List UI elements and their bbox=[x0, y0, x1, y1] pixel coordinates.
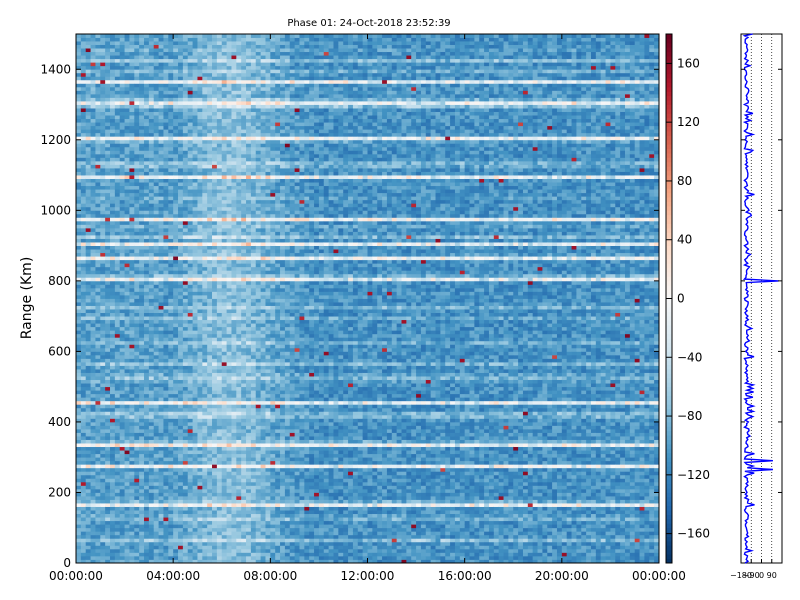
colorbar-tick-label: 120 bbox=[677, 115, 700, 129]
colorbar-tick-label: 0 bbox=[677, 292, 685, 306]
colorbar-tick-label: 160 bbox=[677, 56, 700, 70]
x-tick-label: 04:00:00 bbox=[146, 569, 200, 583]
colorbar-tick-label: 80 bbox=[677, 174, 692, 188]
colorbar-tick-label: −80 bbox=[677, 409, 702, 423]
y-tick-label: 0 bbox=[63, 556, 71, 570]
colorbar-tick-label: −160 bbox=[677, 527, 710, 541]
x-tick-label: 08:00:00 bbox=[243, 569, 297, 583]
y-tick-label: 600 bbox=[48, 344, 71, 358]
colorbar-tick-label: 40 bbox=[677, 233, 692, 247]
heatmap-cells bbox=[76, 34, 659, 563]
y-tick-label: 1200 bbox=[40, 133, 71, 147]
colorbar-ticks: 160 120 80 40 0 −40 −80 −120 −160 bbox=[666, 56, 710, 540]
heatmap-panel: 00:00:00 04:00:00 08:00:00 12:00:00 16:00:00… bbox=[19, 34, 686, 583]
x-tick-label: 20:00:00 bbox=[535, 569, 589, 583]
profile-panel: −180−90 0 90 bbox=[730, 34, 782, 580]
y-tick-label: 200 bbox=[48, 485, 71, 499]
profile-x-tick-label: 90 bbox=[767, 571, 777, 580]
y-tick-label: 800 bbox=[48, 274, 71, 288]
x-tick-label: 00:00:00 bbox=[632, 569, 686, 583]
profile-x-tick-label: −90 bbox=[743, 571, 760, 580]
x-tick-label: 00:00:00 bbox=[49, 569, 103, 583]
x-tick-label: 16:00:00 bbox=[438, 569, 492, 583]
y-tick-label: 1400 bbox=[40, 62, 71, 76]
y-tick-label: 400 bbox=[48, 415, 71, 429]
colorbar-tick-label: −120 bbox=[677, 468, 710, 482]
x-tick-label: 12:00:00 bbox=[341, 569, 395, 583]
y-tick-label: 1000 bbox=[40, 203, 71, 217]
profile-x-tick-label: 0 bbox=[759, 571, 764, 580]
colorbar-tick-label: −40 bbox=[677, 350, 702, 364]
chart-title: Phase 01: 24-Oct-2018 23:52:39 bbox=[287, 18, 450, 29]
y-axis-label: Range (Km) bbox=[19, 257, 35, 340]
colorbar: 160 120 80 40 0 −40 −80 −120 −160 bbox=[666, 34, 710, 563]
